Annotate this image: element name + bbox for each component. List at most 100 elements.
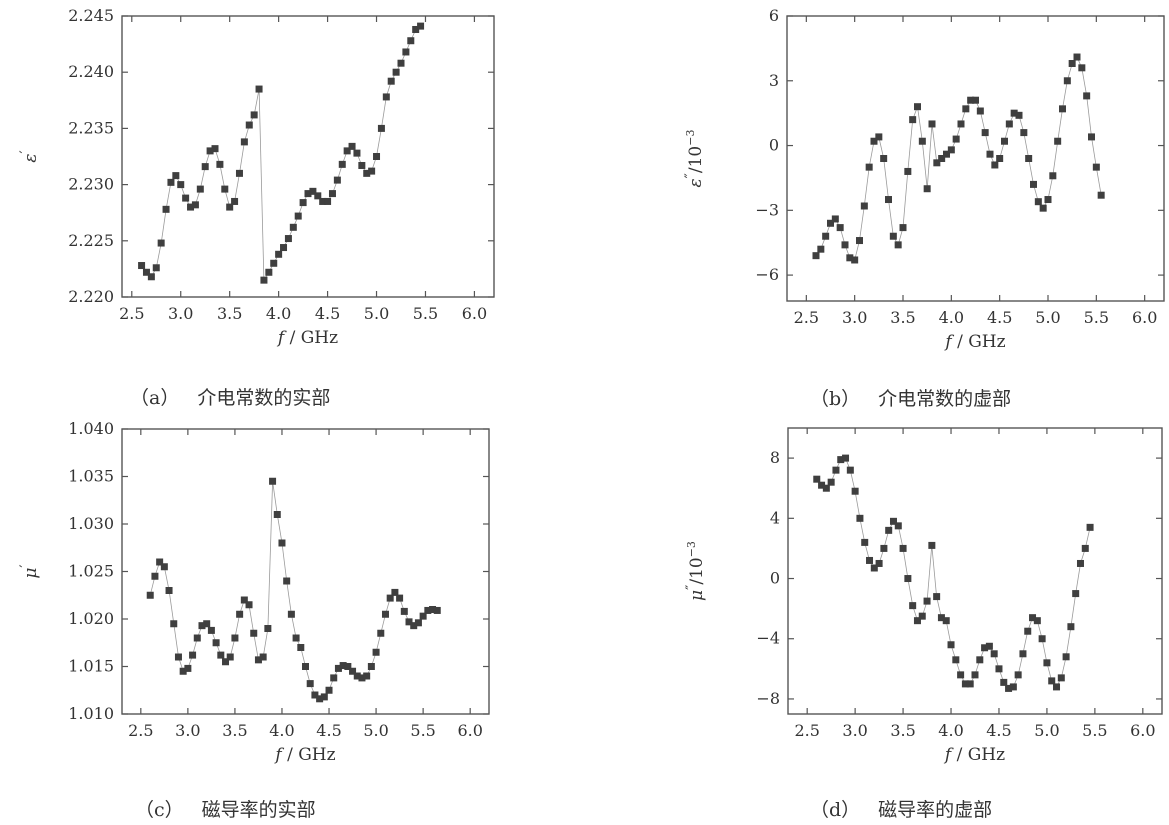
y-tick-label: 3	[769, 71, 779, 90]
data-point	[952, 656, 960, 664]
data-point	[1034, 198, 1042, 206]
data-point	[976, 107, 984, 115]
data-point	[1029, 614, 1037, 622]
data-point	[1019, 650, 1027, 658]
data-point	[1043, 659, 1051, 667]
x-tick-label: 5.5	[413, 304, 438, 323]
chart-c: 2.5 3.0 3.5 4.0 4.5 5.0 5.5 6.0 1.010 1.015 1.020 1…	[18, 419, 490, 765]
data-point	[231, 634, 239, 642]
data-point	[1062, 653, 1070, 661]
data-point	[885, 526, 893, 534]
y-tick-label: 8	[770, 448, 780, 467]
data-point	[250, 111, 258, 119]
data-point	[1030, 180, 1037, 188]
data-point	[966, 680, 974, 688]
data-point	[287, 610, 295, 618]
x-tick-label: 4.5	[316, 721, 341, 740]
y-tick-label: −8	[756, 689, 780, 708]
data-point	[885, 196, 892, 204]
data-point	[831, 215, 839, 223]
data-point	[353, 672, 361, 680]
chart-panel-d: 2.5 3.0 3.5 4.0 4.5 5.0 5.5 6.0 −8 −4 0 4 8 f / GHz μ″…	[585, 412, 1169, 825]
data-point	[1044, 196, 1052, 204]
data-point	[841, 241, 849, 249]
data-point	[207, 626, 215, 634]
data-point	[269, 477, 277, 485]
data-point	[1063, 77, 1071, 85]
data-point	[947, 146, 955, 154]
y-tick-label: 4	[770, 508, 780, 527]
data-point	[240, 138, 248, 146]
data-point	[392, 68, 400, 76]
data-point	[827, 219, 834, 227]
y-tick-label: 1.015	[68, 657, 114, 676]
data-point	[146, 591, 154, 599]
data-point	[250, 629, 258, 637]
data-point	[1049, 172, 1057, 180]
data-point	[822, 484, 830, 492]
x-tick-label: 4.0	[269, 721, 294, 740]
data-point	[284, 235, 292, 243]
data-point	[381, 610, 389, 618]
data-point	[894, 522, 902, 530]
data-point	[147, 273, 155, 281]
data-point	[1010, 109, 1018, 117]
x-axis-label: f / GHz	[273, 745, 335, 765]
x-tick-label: 6.0	[457, 721, 482, 740]
data-point	[206, 147, 214, 155]
data-point	[1081, 544, 1089, 552]
data-point	[1086, 523, 1094, 531]
data-point	[196, 185, 204, 193]
data-point	[424, 606, 432, 614]
data-point	[231, 197, 239, 205]
data-point	[160, 563, 168, 571]
data-point	[889, 517, 897, 525]
plot-frame	[121, 428, 490, 715]
data-point	[344, 663, 352, 670]
y-tick-label: 1.025	[68, 562, 114, 581]
data-point	[245, 601, 253, 609]
data-point	[311, 691, 319, 699]
data-point	[1053, 683, 1061, 691]
x-tick-label: 6.0	[462, 304, 487, 323]
data-point	[203, 620, 211, 628]
data-point	[187, 203, 195, 211]
data-point	[292, 634, 300, 642]
data-point	[832, 466, 840, 474]
data-point	[152, 264, 160, 272]
data-point	[348, 142, 356, 150]
data-point	[971, 671, 979, 679]
data-point	[211, 145, 219, 153]
data-point	[856, 237, 863, 245]
data-point	[1038, 635, 1046, 643]
data-point	[938, 155, 946, 162]
data-point	[363, 169, 371, 177]
data-point	[842, 454, 850, 462]
data-point	[961, 680, 969, 688]
data-point	[1020, 129, 1028, 137]
data-point	[986, 150, 994, 158]
data-point	[1083, 92, 1091, 100]
data-point	[1072, 590, 1080, 598]
data-point	[985, 642, 993, 650]
data-point	[899, 224, 907, 232]
x-tick-label: 3.0	[168, 304, 193, 323]
data-point	[217, 651, 225, 659]
data-point	[358, 674, 366, 682]
data-point	[957, 120, 965, 128]
data-point	[273, 511, 281, 518]
y-tick-label: 1.040	[68, 419, 114, 438]
x-tick-label: 2.5	[119, 304, 144, 323]
data-point	[1078, 64, 1086, 72]
data-point	[226, 653, 234, 661]
data-point	[1067, 623, 1075, 631]
data-point	[325, 686, 333, 694]
data-point	[827, 478, 835, 486]
data-point	[309, 187, 317, 195]
data-point	[967, 96, 975, 104]
caption-b: （b） 介电常数的虚部	[810, 384, 1011, 411]
data-point	[1076, 559, 1084, 567]
data-point	[358, 161, 366, 169]
data-point	[142, 268, 150, 276]
data-point	[226, 203, 234, 211]
